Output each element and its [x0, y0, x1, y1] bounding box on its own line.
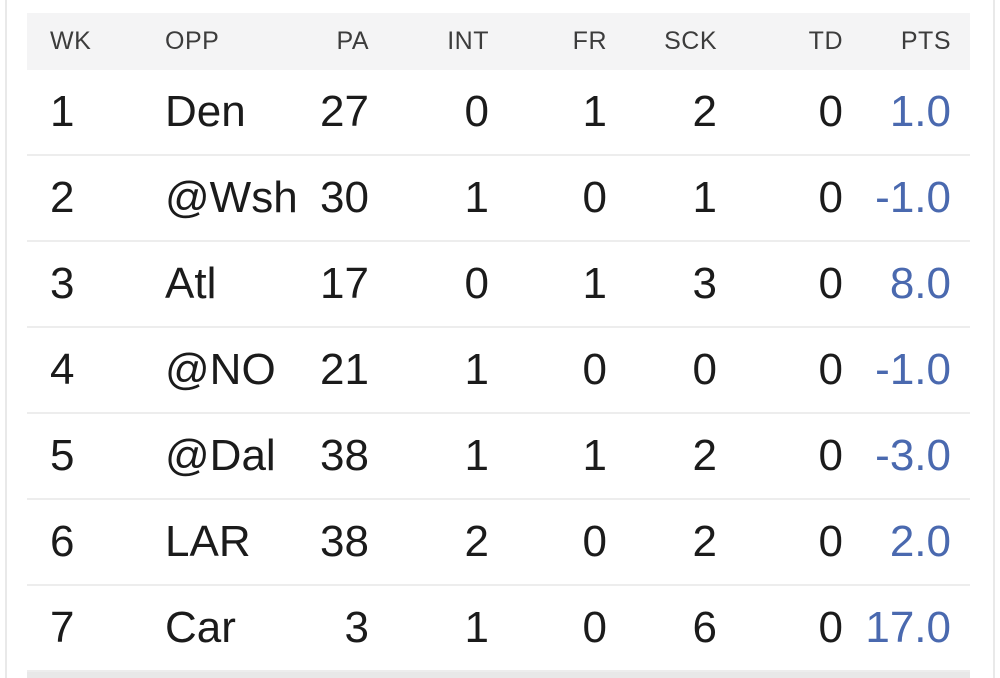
table-row: 7 Car 3 1 0 6 0 17.0: [27, 586, 970, 672]
column-header-pa: PA: [336, 27, 369, 55]
table-row: 3 Atl 17 0 1 3 0 8.0: [27, 242, 970, 328]
cell-opponent: LAR: [165, 517, 251, 566]
cell-sacks: 2: [692, 87, 717, 136]
cell-opponent: @NO: [165, 345, 276, 394]
table-row: 1 Den 27 0 1 2 0 1.0: [27, 70, 970, 156]
cell-points-against: 21: [320, 345, 369, 394]
cell-sacks: 2: [692, 517, 717, 566]
cell-opponent: Den: [165, 87, 246, 136]
cell-opponent: Atl: [165, 259, 217, 308]
cell-fumble-recoveries: 0: [582, 345, 607, 394]
cell-week: 6: [50, 517, 75, 566]
cell-points-against: 27: [320, 87, 369, 136]
cell-fumble-recoveries: 1: [582, 259, 607, 308]
gamelog-table: WK OPP PA INT FR SCK TD PTS 1 Den 27 0 1…: [27, 13, 970, 678]
cell-fumble-recoveries: 1: [582, 431, 607, 480]
table-row: 2 @Wsh 30 1 0 1 0 -1.0: [27, 156, 970, 242]
cell-interceptions: 2: [464, 517, 489, 566]
cell-week: 3: [50, 259, 75, 308]
cell-fumble-recoveries: 0: [582, 517, 607, 566]
cell-interceptions: 0: [464, 87, 489, 136]
cell-touchdowns: 0: [818, 517, 843, 566]
cell-touchdowns: 0: [818, 259, 843, 308]
cell-week: 5: [50, 431, 75, 480]
cell-week: 2: [50, 173, 75, 222]
cell-opponent: @Dal: [165, 431, 276, 480]
column-header-opp: OPP: [165, 27, 220, 55]
column-header-wk: WK: [50, 27, 92, 55]
cell-interceptions: 1: [464, 603, 489, 652]
cell-interceptions: 0: [464, 259, 489, 308]
table-row: 4 @NO 21 1 0 0 0 -1.0: [27, 328, 970, 414]
cell-points-against: 3: [344, 603, 369, 652]
column-header-pts: PTS: [900, 27, 951, 55]
page-edge-right: [993, 0, 995, 678]
cell-touchdowns: 0: [818, 345, 843, 394]
table-row: 6 LAR 38 2 0 2 0 2.0: [27, 500, 970, 586]
cell-week: 4: [50, 345, 75, 394]
cell-fantasy-points[interactable]: -1.0: [875, 345, 951, 394]
cell-fantasy-points[interactable]: -3.0: [875, 431, 951, 480]
cell-fumble-recoveries: 0: [582, 173, 607, 222]
cell-opponent: Car: [165, 603, 236, 652]
column-header-int: INT: [447, 27, 489, 55]
cell-sacks: 6: [692, 603, 717, 652]
cell-interceptions: 1: [464, 431, 489, 480]
cell-fantasy-points[interactable]: 17.0: [865, 603, 951, 652]
cell-fantasy-points[interactable]: 1.0: [889, 87, 951, 136]
cell-opponent: @Wsh: [165, 173, 298, 222]
cell-fumble-recoveries: 0: [582, 603, 607, 652]
cell-fantasy-points[interactable]: 2.0: [889, 517, 951, 566]
cell-points-against: 17: [320, 259, 369, 308]
cell-week: 7: [50, 603, 75, 652]
cell-sacks: 3: [692, 259, 717, 308]
cell-touchdowns: 0: [818, 603, 843, 652]
cell-points-against: 30: [320, 173, 369, 222]
cell-week: 1: [50, 87, 75, 136]
cell-sacks: 2: [692, 431, 717, 480]
column-header-sck: SCK: [664, 27, 717, 55]
cell-sacks: 1: [692, 173, 717, 222]
cell-touchdowns: 0: [818, 173, 843, 222]
cell-points-against: 38: [320, 431, 369, 480]
cell-interceptions: 1: [464, 345, 489, 394]
cell-sacks: 0: [692, 345, 717, 394]
cell-touchdowns: 0: [818, 87, 843, 136]
column-header-fr: FR: [572, 27, 607, 55]
cell-fantasy-points[interactable]: -1.0: [875, 173, 951, 222]
table-row: 5 @Dal 38 1 1 2 0 -3.0: [27, 414, 970, 500]
cell-points-against: 38: [320, 517, 369, 566]
cell-interceptions: 1: [464, 173, 489, 222]
cell-fantasy-points[interactable]: 8.0: [889, 259, 951, 308]
cell-touchdowns: 0: [818, 431, 843, 480]
cell-fumble-recoveries: 1: [582, 87, 607, 136]
section-divider: [27, 672, 970, 678]
page-edge-left: [5, 0, 7, 678]
column-header-td: TD: [808, 27, 843, 55]
table-header-row: WK OPP PA INT FR SCK TD PTS: [27, 13, 970, 70]
